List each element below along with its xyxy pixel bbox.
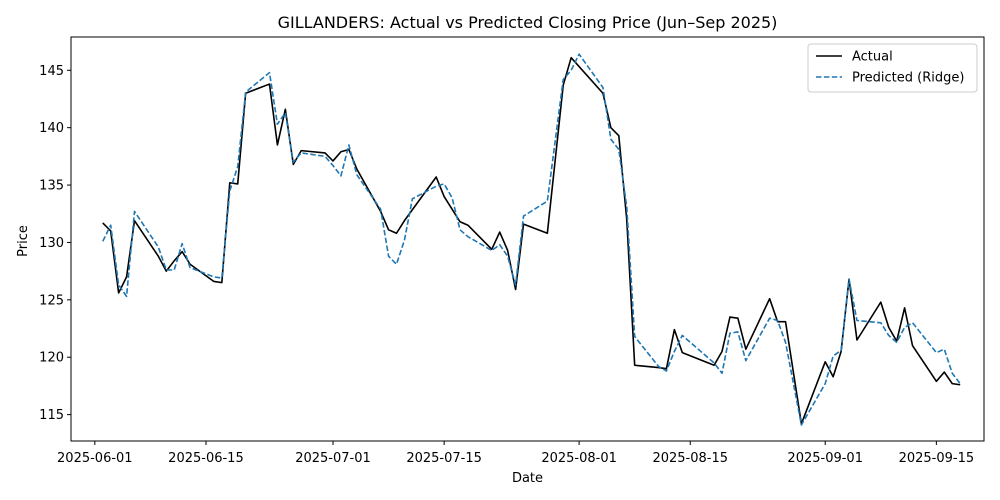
x-tick-label: 2025-09-15 [899,451,975,466]
x-tick-label: 2025-06-15 [168,451,244,466]
plot-frame [70,36,985,442]
x-tick-label: 2025-07-01 [295,451,371,466]
legend-box [807,43,978,93]
y-axis-label: Price [16,225,31,257]
legend-label-actual: Actual [852,50,893,65]
y-tick-label: 120 [39,351,64,366]
x-tick-label: 2025-08-15 [652,451,728,466]
x-tick-label: 2025-08-01 [541,451,617,466]
y-tick-label: 115 [39,408,64,423]
x-tick-label: 2025-06-01 [57,451,133,466]
plot-area [102,53,961,426]
x-axis: 2025-06-01 2025-06-15 2025-07-01 2025-07-15… [57,441,974,466]
x-tick-label: 2025-07-15 [406,451,482,466]
y-axis: 115 120 125 130 135 140 145 [39,64,71,423]
y-tick-label: 145 [39,64,64,79]
series-line-actual [102,56,961,425]
y-tick-label: 135 [39,179,64,194]
x-tick-label: 2025-09-01 [787,451,863,466]
chart-title: GILLANDERS: Actual vs Predicted Closing … [278,13,778,32]
x-axis-label: Date [512,471,543,486]
y-tick-label: 125 [39,293,64,308]
series-line-predicted [102,53,961,426]
legend-label-predicted: Predicted (Ridge) [852,71,964,86]
y-tick-label: 130 [39,236,64,251]
legend: Actual Predicted (Ridge) [807,43,978,93]
y-tick-label: 140 [39,121,64,136]
